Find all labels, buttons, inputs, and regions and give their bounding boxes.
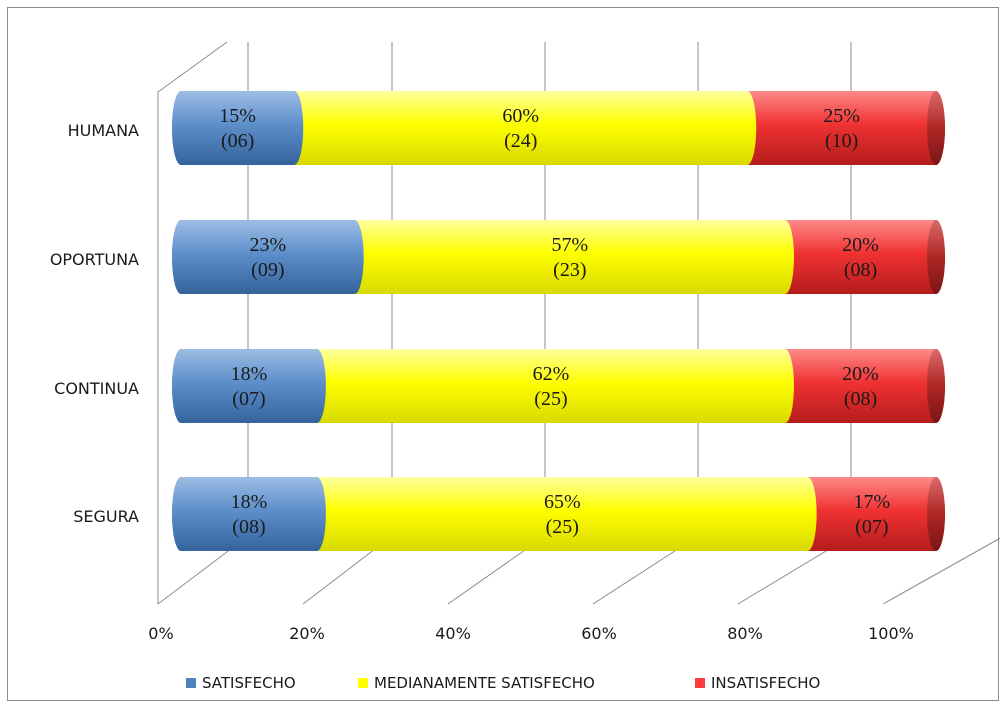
tick-label-4: 80%	[727, 624, 763, 643]
stacked-bar-chart: 25% (10) 60% (24) 15% (06) 20% (08) 57% (23) 23% (0…	[50, 41, 1000, 692]
category-label-humana: HUMANA	[68, 121, 139, 140]
data-label-pct-continua-medianamente-satisfecho: 62%	[533, 363, 570, 385]
chart-frame: 25% (10) 60% (24) 15% (06) 20% (08) 57% (23) 23% (0…	[7, 7, 1000, 701]
data-label-count-segura-satisfecho: (08)	[232, 516, 265, 538]
category-label-oportuna: OPORTUNA	[50, 250, 139, 269]
data-label-pct-segura-satisfecho: 18%	[231, 491, 268, 513]
data-label-count-oportuna-satisfecho: (09)	[251, 259, 284, 281]
data-label-count-continua-medianamente-satisfecho: (25)	[534, 388, 567, 410]
legend: SATISFECHO MEDIANAMENTE SATISFECHO INSATIS…	[186, 674, 820, 692]
tick-label-5: 100%	[868, 624, 914, 643]
tick-label-1: 20%	[289, 624, 325, 643]
bar-oportuna-insatisfecho	[776, 220, 945, 294]
data-label-pct-humana-satisfecho: 15%	[219, 105, 256, 127]
left-wall	[157, 41, 228, 604]
tick-label-2: 40%	[435, 624, 471, 643]
category-label-continua: CONTINUA	[54, 379, 139, 398]
data-label-pct-segura-medianamente-satisfecho: 65%	[544, 491, 581, 513]
data-label-pct-continua-insatisfecho: 20%	[842, 363, 879, 385]
data-label-pct-oportuna-insatisfecho: 20%	[842, 234, 879, 256]
data-label-count-segura-medianamente-satisfecho: (25)	[546, 516, 579, 538]
bar-segura-satisfecho	[172, 477, 326, 551]
data-label-count-oportuna-medianamente-satisfecho: (23)	[553, 259, 586, 281]
bar-cap-continua	[927, 349, 945, 423]
legend-label-medianamente-satisfecho: MEDIANAMENTE SATISFECHO	[374, 674, 595, 692]
bar-humana-satisfecho	[172, 91, 304, 165]
tick-label-0: 0%	[148, 624, 173, 643]
bars: 25% (10) 60% (24) 15% (06) 20% (08) 57% (23) 23% (0…	[172, 91, 945, 551]
bar-start-oportuna	[172, 220, 181, 294]
legend-label-satisfecho: SATISFECHO	[202, 674, 296, 692]
bar-cap-oportuna	[927, 220, 945, 294]
category-label-segura: SEGURA	[73, 507, 139, 526]
data-label-count-continua-insatisfecho: (08)	[844, 388, 877, 410]
bar-start-humana	[172, 91, 181, 165]
bar-segura-medianamente-satisfecho	[307, 477, 817, 551]
category-axis-labels: HUMANA OPORTUNA CONTINUA SEGURA	[50, 121, 139, 526]
legend-swatch-satisfecho	[186, 678, 196, 688]
bar-start-segura	[172, 477, 181, 551]
data-label-pct-humana-medianamente-satisfecho: 60%	[502, 105, 539, 127]
data-label-pct-oportuna-satisfecho: 23%	[249, 234, 286, 256]
bar-cap-humana	[927, 91, 945, 165]
data-label-count-humana-insatisfecho: (10)	[825, 130, 858, 152]
data-label-pct-segura-insatisfecho: 17%	[853, 491, 890, 513]
bar-oportuna-satisfecho	[172, 220, 364, 294]
bar-segura-insatisfecho	[798, 477, 945, 551]
data-label-count-humana-medianamente-satisfecho: (24)	[504, 130, 537, 152]
gridline-floor	[882, 537, 1000, 605]
bar-humana-insatisfecho	[738, 91, 945, 165]
value-axis-labels: 0% 20% 40% 60% 80% 100%	[148, 624, 914, 643]
data-label-pct-oportuna-medianamente-satisfecho: 57%	[551, 234, 588, 256]
bar-humana-medianamente-satisfecho	[285, 91, 757, 165]
bar-oportuna-medianamente-satisfecho	[345, 220, 794, 294]
legend-swatch-medianamente-satisfecho	[358, 678, 368, 688]
data-label-pct-humana-insatisfecho: 25%	[823, 105, 860, 127]
data-label-pct-continua-satisfecho: 18%	[231, 363, 268, 385]
bar-cap-segura	[927, 477, 945, 551]
legend-swatch-insatisfecho	[695, 678, 705, 688]
bar-continua-satisfecho	[172, 349, 326, 423]
data-label-count-segura-insatisfecho: (07)	[855, 516, 888, 538]
data-label-count-oportuna-insatisfecho: (08)	[844, 259, 877, 281]
bar-start-continua	[172, 349, 181, 423]
data-label-count-continua-satisfecho: (07)	[232, 388, 265, 410]
data-label-count-humana-satisfecho: (06)	[221, 130, 254, 152]
tick-label-3: 60%	[581, 624, 617, 643]
bar-continua-insatisfecho	[776, 349, 945, 423]
legend-label-insatisfecho: INSATISFECHO	[711, 674, 820, 692]
bar-continua-medianamente-satisfecho	[307, 349, 794, 423]
